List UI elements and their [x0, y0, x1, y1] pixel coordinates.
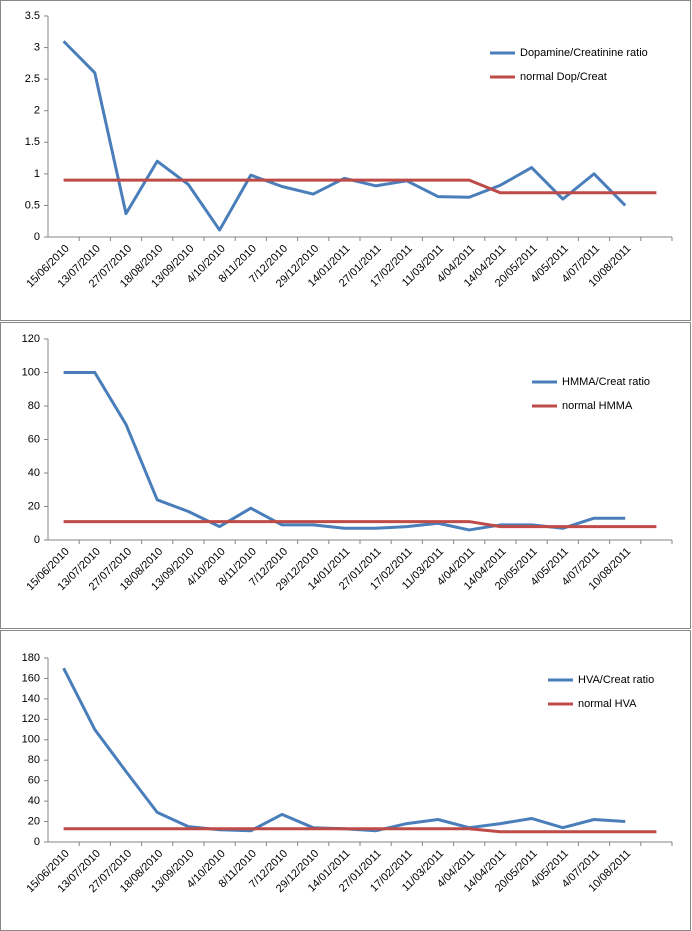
legend-label: HMMA/Creat ratio: [562, 376, 650, 388]
y-tick-label: 160: [22, 672, 40, 684]
y-tick-label: 3.5: [25, 10, 40, 22]
legend-label: HVA/Creat ratio: [578, 674, 654, 686]
chart: 00.511.522.533.515/06/201013/07/201027/0…: [0, 0, 691, 321]
chart: 02040608010012014016018015/06/201013/07/…: [0, 630, 691, 931]
y-tick-label: 2.5: [25, 73, 40, 85]
legend-label: normal HVA: [578, 698, 637, 710]
series-line: [62, 40, 627, 232]
chart-frame: [0, 322, 691, 629]
series-line: [63, 371, 626, 532]
series-line: [63, 520, 657, 529]
y-tick-label: 120: [22, 333, 40, 345]
chart-frame: [0, 630, 691, 931]
y-tick-label: 3: [34, 41, 40, 53]
y-tick-label: 100: [22, 734, 40, 746]
y-tick-label: 0: [34, 231, 40, 243]
series-line: [63, 178, 657, 195]
y-tick-label: 100: [22, 366, 40, 378]
y-tick-label: 1: [34, 168, 40, 180]
y-tick-label: 80: [28, 400, 40, 412]
y-tick-label: 40: [28, 467, 40, 479]
y-tick-label: 1.5: [25, 136, 40, 148]
y-tick-label: 0: [34, 836, 40, 848]
y-tick-label: 0: [34, 534, 40, 546]
y-tick-label: 120: [22, 713, 40, 725]
y-tick-label: 20: [28, 500, 40, 512]
legend-label: normal Dop/Creat: [520, 71, 607, 83]
series-line: [63, 827, 657, 834]
legend-label: Dopamine/Creatinine ratio: [520, 47, 648, 59]
y-tick-label: 0.5: [25, 199, 40, 211]
legend-label: normal HMMA: [562, 400, 633, 412]
y-tick-label: 60: [28, 775, 40, 787]
chart: 02040608010012015/06/201013/07/201027/07…: [0, 322, 691, 629]
y-tick-label: 180: [22, 652, 40, 664]
y-tick-label: 140: [22, 693, 40, 705]
y-tick-label: 80: [28, 754, 40, 766]
y-tick-label: 60: [28, 433, 40, 445]
y-tick-label: 40: [28, 795, 40, 807]
y-tick-label: 2: [34, 105, 40, 117]
y-tick-label: 20: [28, 815, 40, 827]
